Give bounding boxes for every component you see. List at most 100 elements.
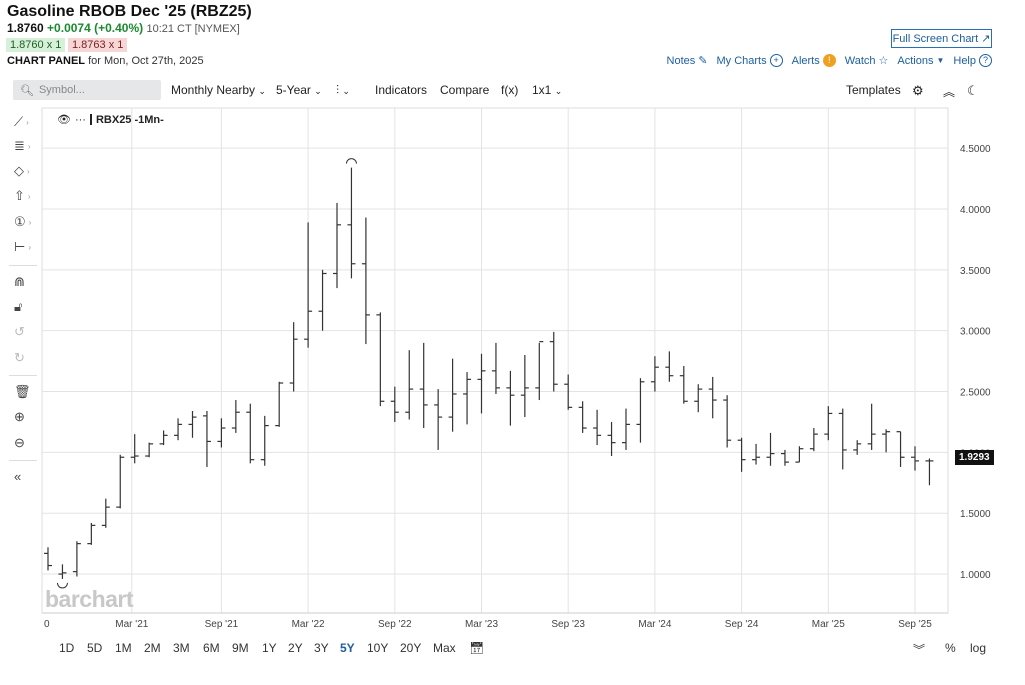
notes-link[interactable]: Notes ✎ <box>666 54 708 68</box>
magnet-tool[interactable]: ⋒ <box>14 272 36 292</box>
help-link[interactable]: Help? <box>953 54 992 67</box>
timeframe-6m[interactable]: 6M <box>203 641 220 655</box>
bid-badge: 1.8760 x 1 <box>6 38 66 52</box>
percent-toggle[interactable]: % <box>945 641 956 655</box>
alert-icon: ! <box>822 54 836 67</box>
calendar-icon[interactable]: 📅︎ <box>469 641 485 655</box>
dark-mode-icon[interactable]: ☾ <box>967 83 979 98</box>
fibonacci-icon: ≣ <box>14 138 25 153</box>
alerts-label: Alerts <box>791 54 820 67</box>
log-toggle[interactable]: log <box>970 641 987 655</box>
undo-button[interactable]: ↺ <box>14 322 36 342</box>
timeframe-20y[interactable]: 20Y <box>400 641 422 655</box>
x-tick-label: Mar '24 <box>638 619 671 630</box>
expand-down-icon[interactable]: ︾ <box>913 643 926 657</box>
my-charts-label: My Charts <box>716 54 767 67</box>
templates-button[interactable]: Templates <box>846 83 901 97</box>
y-tick-label: 4.5000 <box>960 144 991 155</box>
measure-tool[interactable]: ⊢ › <box>14 237 36 257</box>
symbol-search-input[interactable]: 🔍︎ Symbol... <box>13 80 161 100</box>
timeframe-5d[interactable]: 5D <box>87 641 103 655</box>
collapse-up-icon[interactable]: ︽ <box>943 85 956 99</box>
x-tick-label: Sep '22 <box>378 619 412 630</box>
help-label: Help <box>953 54 976 67</box>
panel-label: CHART PANEL <box>7 55 86 67</box>
numbered-circle-icon: ① <box>14 214 26 229</box>
timeframe-1y[interactable]: 1Y <box>262 641 277 655</box>
y-tick-label: 2.5000 <box>960 388 991 399</box>
quote-line: 1.8760 +0.0074 (+0.40%) 10:21 CT [NYMEX] <box>7 21 240 35</box>
actions-menu[interactable]: Actions ▼ <box>897 55 944 67</box>
chevron-right-icon: › <box>27 191 31 201</box>
period-dropdown[interactable]: Monthly Nearby ⌄ <box>171 83 266 97</box>
double-chevron-left-icon: « <box>14 468 22 484</box>
shapes-tool[interactable]: ◇ › <box>14 161 36 181</box>
lock-tool[interactable]: 🔓︎ <box>14 297 36 317</box>
chevron-right-icon: › <box>28 242 31 252</box>
y-tick-label: 1.5000 <box>960 509 991 520</box>
timeframe-3y[interactable]: 3Y <box>314 641 329 655</box>
x-tick-label: Mar '22 <box>292 619 325 630</box>
collapse-sidebar-button[interactable]: « <box>14 466 36 486</box>
my-charts-link[interactable]: My Charts + <box>716 54 783 67</box>
magnet-icon: ⋒ <box>14 274 25 289</box>
chevron-down-icon: ⌄ <box>314 86 322 96</box>
last-price-tag: 1.9293 <box>955 450 994 465</box>
zoom-out-icon: ⊖ <box>14 435 25 450</box>
x-tick-label: Sep '21 <box>205 619 239 630</box>
series-color-swatch <box>89 114 92 125</box>
full-screen-chart-button[interactable]: Full Screen Chart ↗ <box>891 29 992 48</box>
timeframe-10y[interactable]: 10Y <box>367 641 389 655</box>
watch-link[interactable]: Watch ☆ <box>845 54 889 68</box>
redo-icon: ↻ <box>14 350 25 365</box>
x-tick-label: Mar '21 <box>115 619 148 630</box>
timeframe-max[interactable]: Max <box>433 641 456 655</box>
eye-icon: 👁︎ <box>57 114 71 126</box>
quote-time: 10:21 CT [NYMEX] <box>146 23 240 35</box>
settings-gear-icon[interactable]: ⚙ <box>912 83 924 98</box>
arrow-tool[interactable]: ⇧ › <box>14 186 36 206</box>
timeframe-1d[interactable]: 1D <box>59 641 75 655</box>
indicators-button[interactable]: Indicators <box>375 83 428 97</box>
arrow-up-icon: ⇧ <box>14 188 25 203</box>
timeframe-1m[interactable]: 1M <box>115 641 132 655</box>
chart-panel-caption: CHART PANEL for Mon, Oct 27th, 2025 <box>7 55 204 67</box>
chevron-right-icon: › <box>27 141 31 151</box>
x-tick-label: Mar '25 <box>812 619 845 630</box>
y-tick-label: 3.5000 <box>960 266 991 277</box>
range-dropdown[interactable]: 5-Year ⌄ <box>276 83 322 97</box>
x-tick-label: Sep '24 <box>725 619 759 630</box>
delete-drawings-button[interactable]: 🗑︎ <box>14 382 36 402</box>
range-label: 5-Year <box>276 83 311 97</box>
period-label: Monthly Nearby <box>171 83 256 97</box>
header-links: Notes ✎ My Charts + Alerts! Watch ☆ Actions… <box>667 54 992 67</box>
zoom-in-button[interactable]: ⊕ <box>14 407 36 427</box>
redo-button[interactable]: ↻ <box>14 348 36 368</box>
fibonacci-tool[interactable]: ≣ › <box>14 136 36 156</box>
timeframe-9m[interactable]: 9M <box>232 641 249 655</box>
bar-type-dropdown[interactable]: ⫶ ⌄ <box>336 83 350 98</box>
price-change: +0.0074 (+0.40%) <box>47 21 144 35</box>
y-tick-label: 4.0000 <box>960 205 991 216</box>
edit-icon: ✎ <box>698 55 708 67</box>
more-dots-icon[interactable]: ··· <box>74 113 86 126</box>
last-price: 1.8760 <box>7 21 44 35</box>
trend-line-tool[interactable]: ⟋ › <box>14 112 36 132</box>
alerts-link[interactable]: Alerts! <box>792 54 836 67</box>
plus-circle-icon: + <box>769 54 783 67</box>
annotation-tool[interactable]: ① › <box>14 212 36 232</box>
series-legend: 👁︎ ··· RBX25 -1Mn- <box>57 113 164 127</box>
chevron-right-icon: › <box>26 117 29 127</box>
layout-dropdown[interactable]: 1x1 ⌄ <box>532 83 562 97</box>
compare-button[interactable]: Compare <box>440 83 490 97</box>
trash-icon: 🗑︎ <box>14 384 31 399</box>
barchart-watermark: barchart <box>45 586 134 612</box>
timeframe-2y[interactable]: 2Y <box>288 641 303 655</box>
timeframe-3m[interactable]: 3M <box>173 641 190 655</box>
timeframe-5y[interactable]: 5Y <box>340 641 355 655</box>
notes-label: Notes <box>666 54 696 67</box>
timeframe-2m[interactable]: 2M <box>144 641 161 655</box>
zoom-out-button[interactable]: ⊖ <box>14 433 36 453</box>
function-button[interactable]: f(x) <box>501 83 519 97</box>
